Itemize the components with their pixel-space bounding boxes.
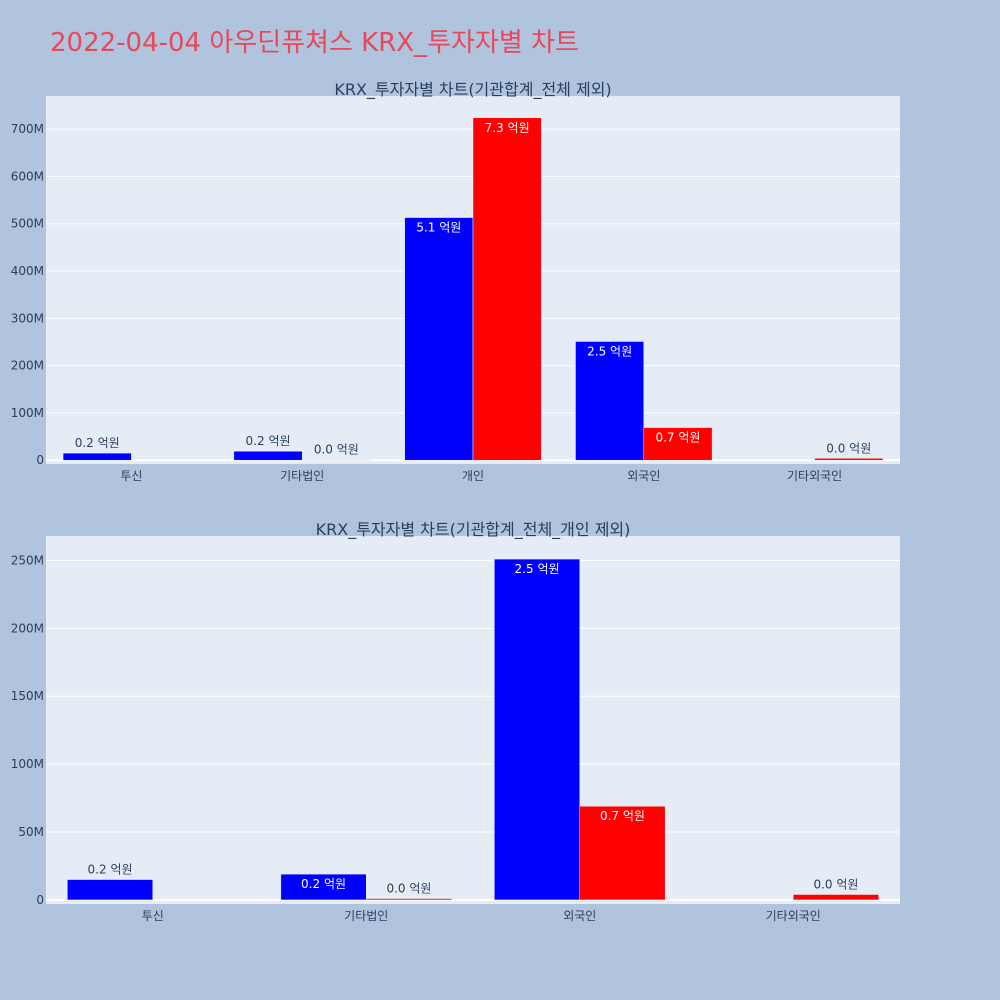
- y-tick-label: 250M: [11, 553, 44, 567]
- sell-bar: [814, 458, 884, 461]
- buy-bar: [404, 217, 474, 461]
- page-title: 2022-04-04 아우딘퓨쳐스 KRX_투자자별 차트: [50, 28, 579, 58]
- data-label: 0.2 억원: [88, 863, 133, 877]
- data-label: 0.0 억원: [813, 877, 858, 891]
- y-tick-label: 200M: [11, 621, 44, 635]
- buy-bar: [233, 450, 303, 461]
- y-tick-label: 400M: [11, 264, 44, 278]
- x-tick-label: 외국인: [627, 469, 660, 483]
- buy-bar: [494, 558, 581, 901]
- y-tick-label: 150M: [11, 689, 44, 703]
- data-label: 0.0 억원: [386, 882, 431, 896]
- x-tick-label: 투신: [142, 909, 164, 923]
- y-tick-label: 500M: [11, 217, 44, 231]
- sell-bar: [366, 898, 452, 901]
- x-tick-label: 기타법인: [344, 909, 388, 923]
- x-tick-label: 기타법인: [280, 469, 324, 483]
- data-label: 7.3 억원: [485, 121, 530, 135]
- data-label: 2.5 억원: [587, 344, 632, 358]
- buy-bar: [67, 879, 153, 901]
- sell-bar: [793, 894, 879, 901]
- x-tick-label: 개인: [462, 469, 484, 483]
- data-label: 2.5 억원: [515, 562, 560, 576]
- data-label: 0.0 억원: [314, 443, 359, 457]
- y-tick-label: 100M: [11, 406, 44, 420]
- data-label: 0.0 억원: [826, 441, 871, 455]
- plot-area: [46, 536, 900, 904]
- buy-bar: [62, 452, 132, 461]
- buy-bar: [280, 873, 367, 901]
- y-tick-label: 700M: [11, 122, 44, 136]
- sell-bar: [643, 427, 713, 461]
- data-label: 0.7 억원: [655, 431, 700, 445]
- data-label: 0.7 억원: [600, 809, 645, 823]
- chart-title: KRX_투자자별 차트(기관합계_전체_개인 제외): [316, 520, 631, 540]
- data-label: 0.2 억원: [75, 436, 120, 450]
- y-tick-label: 100M: [11, 757, 44, 771]
- x-tick-label: 투신: [120, 469, 142, 483]
- investor-chart-all: 0 100M 200M 300M 400M 500M 600M 700M KRX_투자자별 차트…: [11, 80, 900, 483]
- x-tick-label: 기타외국인: [787, 469, 842, 483]
- y-tick-label: 600M: [11, 169, 44, 183]
- x-tick-label: 외국인: [563, 909, 596, 923]
- data-label: 5.1 억원: [416, 221, 461, 235]
- data-label: 0.2 억원: [301, 877, 346, 891]
- investor-chart-excl-individual: 0 50M 100M 150M 200M 250M KRX_투자자별 차트(기관합계_전체_…: [11, 520, 900, 923]
- y-tick-label: 0: [36, 453, 44, 467]
- y-tick-label: 50M: [18, 825, 44, 839]
- x-tick-label: 기타외국인: [766, 909, 821, 923]
- y-tick-label: 300M: [11, 311, 44, 325]
- data-label: 0.2 억원: [246, 434, 291, 448]
- y-tick-label: 200M: [11, 359, 44, 373]
- sell-bar: [472, 117, 542, 461]
- y-tick-label: 0: [36, 893, 44, 907]
- sell-bar: [579, 805, 666, 901]
- chart-title: KRX_투자자별 차트(기관합계_전체 제외): [334, 80, 611, 100]
- buy-bar: [575, 341, 645, 461]
